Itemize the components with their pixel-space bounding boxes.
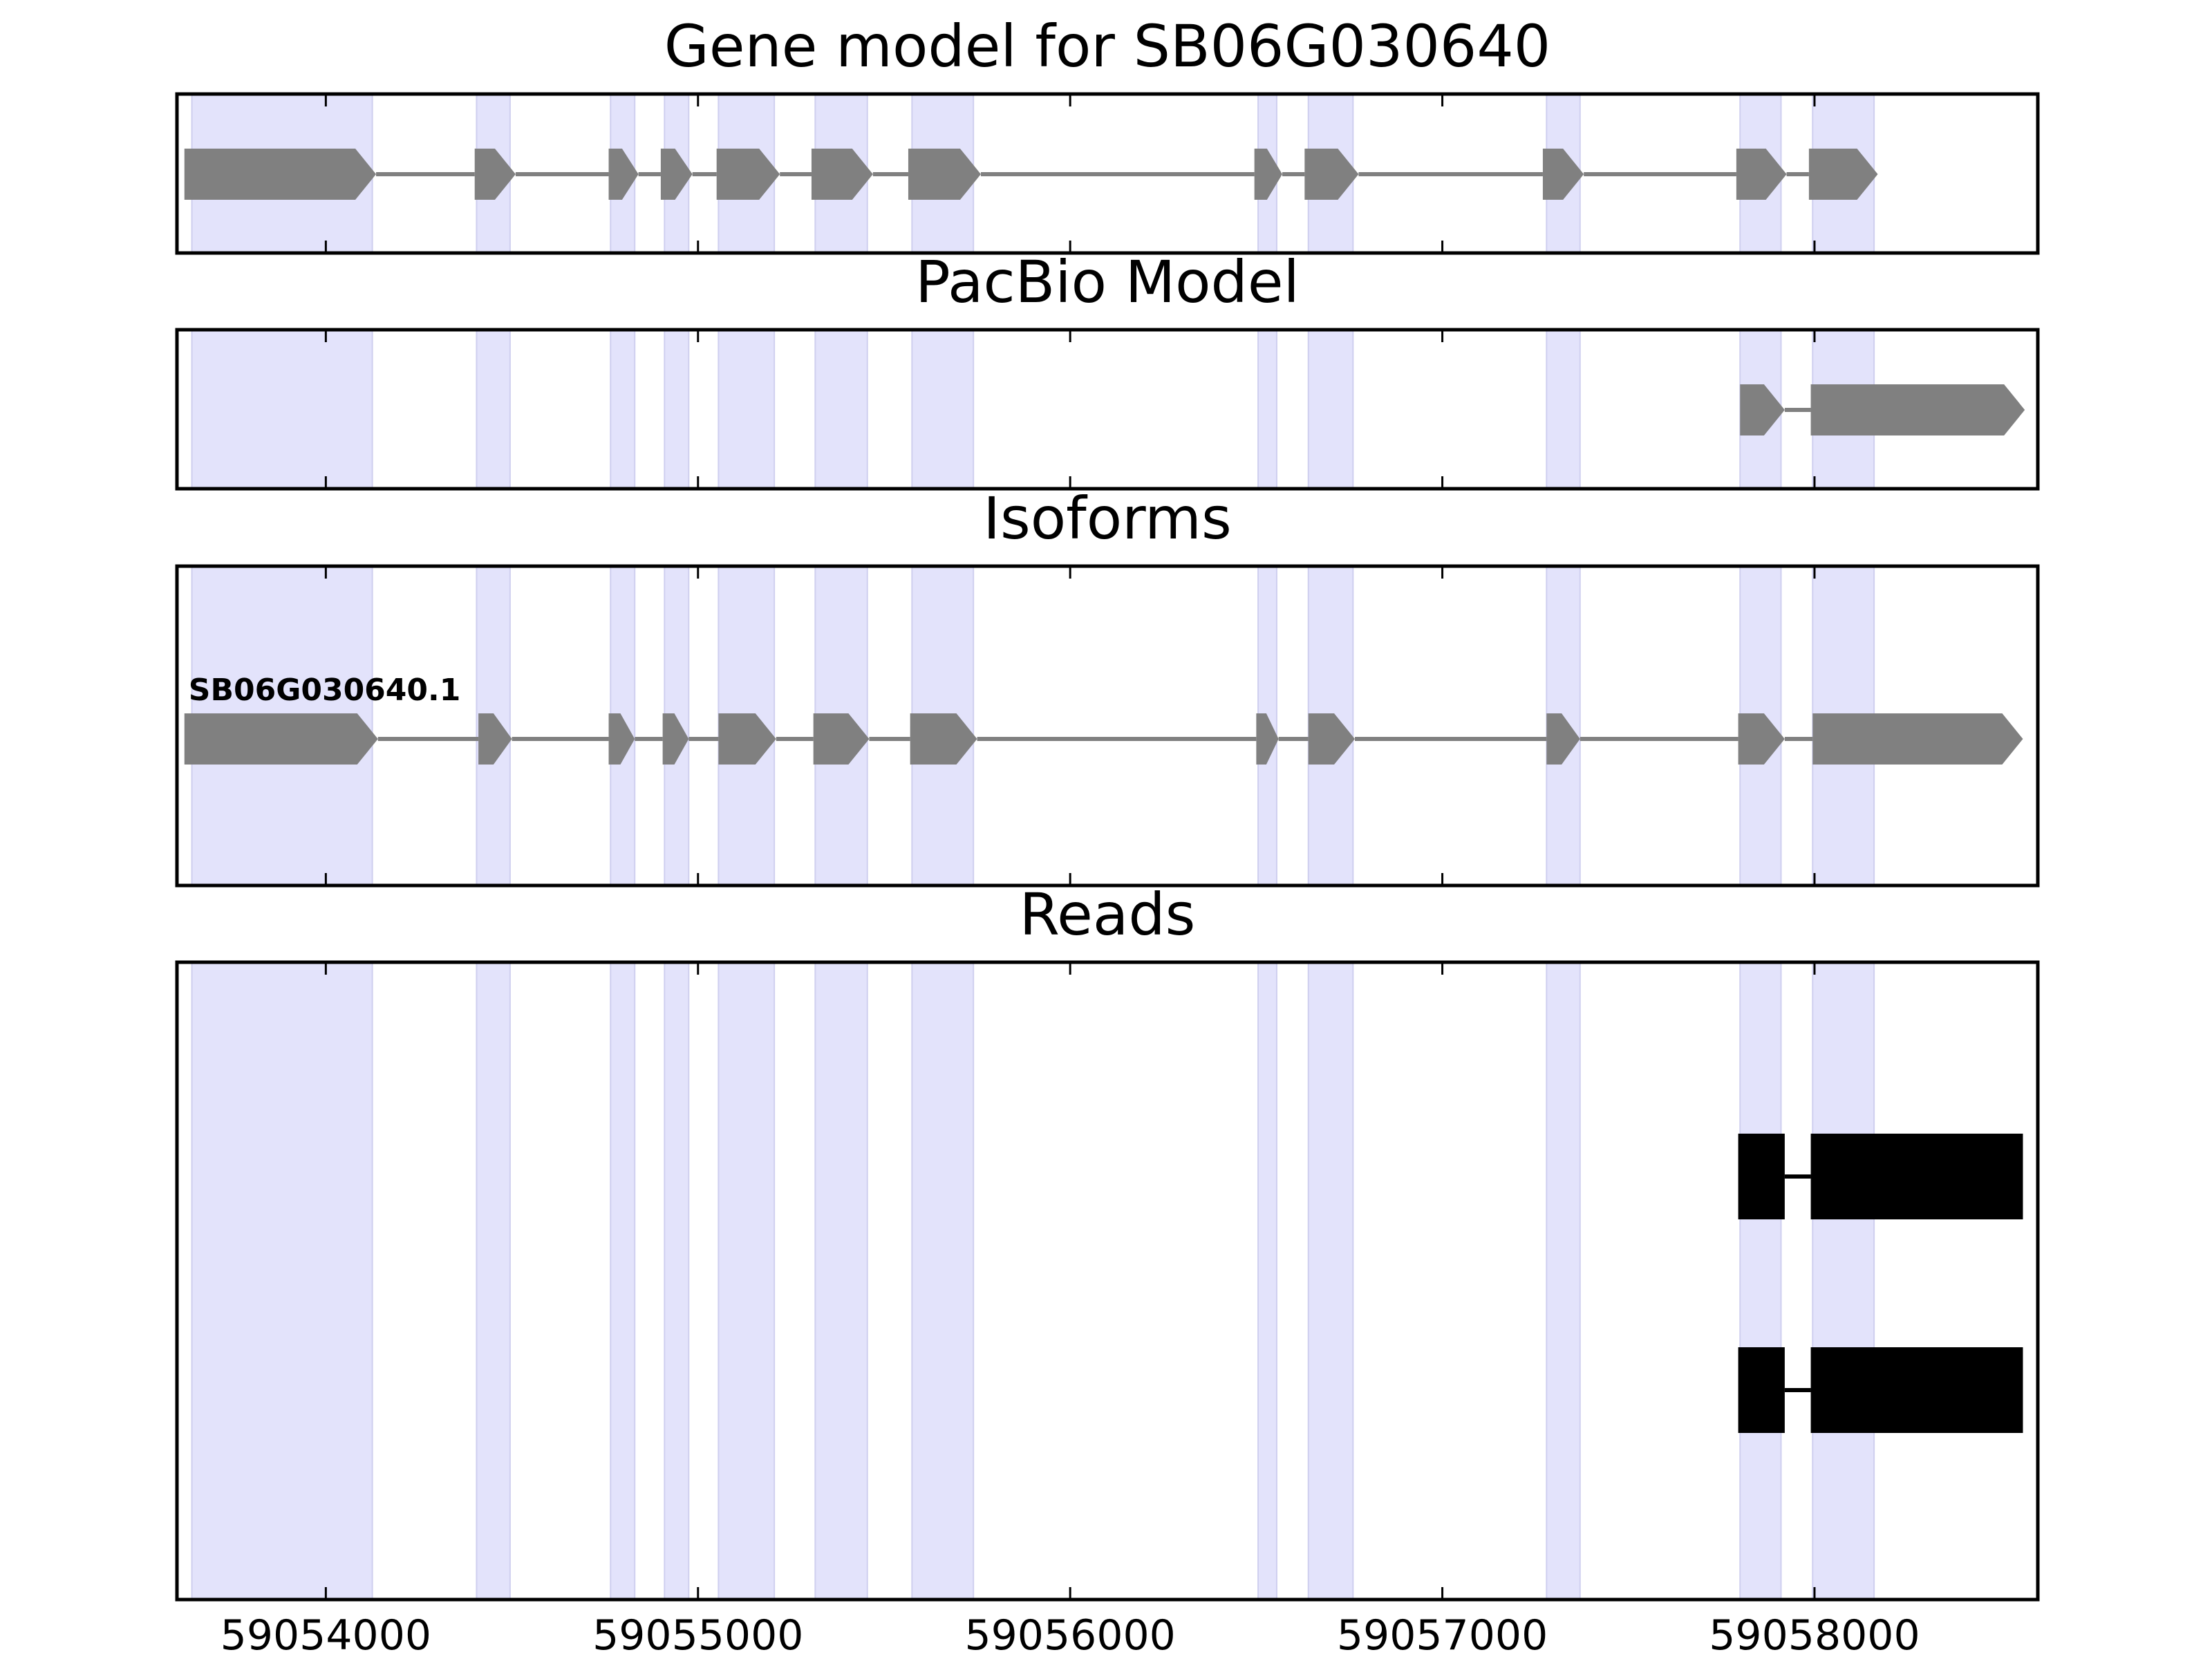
read-block [1738, 1134, 1785, 1219]
gene-model-exon [1542, 149, 1584, 200]
highlight-band [664, 329, 690, 489]
panel-title: PacBio Model [915, 248, 1300, 316]
highlight-band [814, 962, 868, 1600]
gene-model-exon [660, 149, 693, 200]
panel-frame [175, 960, 2040, 1602]
track-panel: SB06G030640.1 Isoforms [175, 485, 2040, 888]
highlight-band [191, 962, 373, 1600]
x-tick-label: 59058000 [1709, 1611, 1920, 1659]
gene-model-exon [1254, 149, 1283, 200]
isoform-exon [1256, 713, 1279, 765]
isoform-exon [813, 713, 870, 765]
isoform-exon [662, 713, 689, 765]
isoform-exon [478, 713, 512, 765]
highlight-band [610, 962, 636, 1600]
x-tick-label: 59054000 [221, 1611, 431, 1659]
highlight-band [476, 962, 511, 1600]
panel-title: Isoforms [983, 485, 1232, 552]
highlight-band [1257, 962, 1277, 1600]
isoform-exon [1738, 713, 1785, 765]
isoform-exon [1308, 713, 1356, 765]
highlight-band [191, 329, 373, 489]
highlight-band [476, 329, 511, 489]
read-block [1810, 1134, 2023, 1219]
gene-model-exon [608, 149, 639, 200]
isoform-exon [1812, 713, 2023, 765]
gene-model-exon [716, 149, 780, 200]
highlight-band [1546, 962, 1581, 1600]
highlight-band [610, 329, 636, 489]
isoform-exon [718, 713, 776, 765]
gene-model-exon [811, 149, 873, 200]
highlight-band [718, 962, 776, 1600]
gene-model-exon [1740, 384, 1785, 435]
highlight-band [911, 329, 975, 489]
highlight-band [1257, 329, 1277, 489]
read-block [1810, 1347, 2023, 1433]
highlight-band [1307, 329, 1354, 489]
isoform-exon [608, 713, 635, 765]
gene-model-exon [184, 149, 377, 200]
highlight-band [1307, 962, 1354, 1600]
gene-model-exon [1810, 384, 2025, 435]
isoform-exon [910, 713, 977, 765]
panel-title: Reads [1020, 881, 1196, 948]
isoform-label: SB06G030640.1 [189, 673, 461, 708]
panel-title: Gene model for SB06G030640 [664, 12, 1550, 80]
panel-frame [175, 328, 2040, 491]
x-tick-label: 59055000 [592, 1611, 803, 1659]
gene-model-exon [474, 149, 516, 200]
highlight-band [814, 329, 868, 489]
x-tick-label: 59056000 [964, 1611, 1175, 1659]
gene-model-exon [1736, 149, 1787, 200]
highlight-band [718, 329, 776, 489]
highlight-band [1739, 962, 1782, 1600]
gene-model-exon [1304, 149, 1359, 200]
highlight-band [1812, 962, 1875, 1600]
track-panel: Gene model for SB06G030640 [175, 12, 2040, 255]
isoform-exon [184, 713, 378, 765]
highlight-band [664, 962, 690, 1600]
highlight-band [1546, 329, 1581, 489]
gene-model-exon [1808, 149, 1878, 200]
panel-frame [175, 92, 2040, 255]
track-panel: Reads [175, 881, 2040, 1602]
x-tick-label: 59057000 [1337, 1611, 1548, 1659]
highlight-band [911, 962, 975, 1600]
panel-frame [175, 564, 2040, 888]
track-panel: PacBio Model [175, 248, 2040, 491]
gene-model-exon [908, 149, 981, 200]
read-block [1738, 1347, 1785, 1433]
isoform-exon [1546, 713, 1580, 765]
